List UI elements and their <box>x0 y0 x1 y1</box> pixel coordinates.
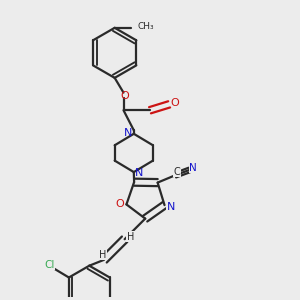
Text: Cl: Cl <box>45 260 55 270</box>
Text: H: H <box>127 232 134 242</box>
Text: H: H <box>99 250 106 260</box>
Text: CH₃: CH₃ <box>137 22 154 32</box>
Text: O: O <box>120 91 129 101</box>
Text: N: N <box>189 163 197 172</box>
Text: O: O <box>170 98 179 109</box>
Text: N: N <box>124 128 133 138</box>
Text: N: N <box>135 168 143 178</box>
Text: C: C <box>173 167 180 177</box>
Text: N: N <box>167 202 175 212</box>
Text: O: O <box>116 200 124 209</box>
